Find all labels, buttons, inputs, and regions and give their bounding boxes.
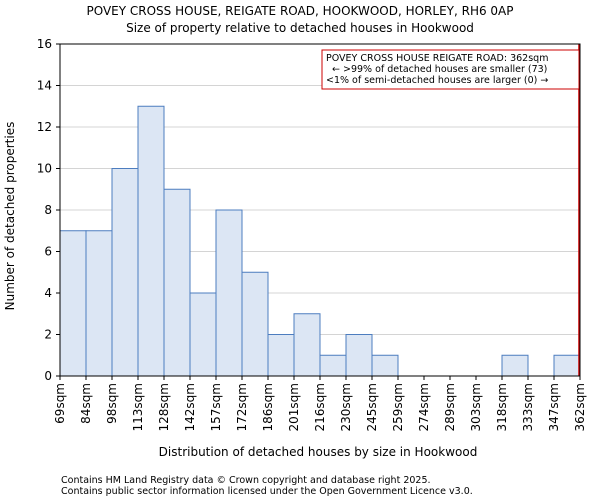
x-tick-label: 157sqm bbox=[209, 383, 223, 431]
x-tick-label: 303sqm bbox=[469, 383, 483, 431]
y-tick-label: 16 bbox=[37, 37, 52, 51]
x-tick-label: 142sqm bbox=[183, 383, 197, 431]
bar bbox=[85, 230, 113, 377]
footer-line2: Contains public sector information licen… bbox=[61, 486, 473, 497]
x-tick-label: 216sqm bbox=[313, 383, 327, 431]
x-tick-label: 128sqm bbox=[157, 383, 171, 431]
chart-title-line1: POVEY CROSS HOUSE, REIGATE ROAD, HOOKWOO… bbox=[86, 4, 513, 18]
y-tick-label: 14 bbox=[37, 79, 52, 93]
x-tick-label: 347sqm bbox=[547, 383, 561, 431]
bar bbox=[345, 334, 373, 377]
footer-line1: Contains HM Land Registry data © Crown c… bbox=[61, 475, 431, 486]
plot-area-border bbox=[59, 43, 581, 377]
x-tick-label: 84sqm bbox=[79, 383, 93, 424]
x-tick-label: 245sqm bbox=[365, 383, 379, 431]
x-tick-label: 318sqm bbox=[495, 383, 509, 431]
bar bbox=[137, 105, 165, 377]
x-tick-label: 186sqm bbox=[261, 383, 275, 431]
bar bbox=[189, 292, 217, 377]
y-tick-label: 10 bbox=[37, 162, 52, 176]
bars bbox=[59, 105, 581, 377]
bar bbox=[267, 334, 295, 377]
bar bbox=[319, 354, 347, 377]
x-tick-label: 230sqm bbox=[339, 383, 353, 431]
y-tick-label: 2 bbox=[44, 328, 52, 342]
chart-title-line2: Size of property relative to detached ho… bbox=[126, 21, 474, 35]
bar bbox=[215, 209, 243, 377]
bar bbox=[241, 271, 269, 377]
bar bbox=[371, 354, 399, 377]
x-axis-label: Distribution of detached houses by size … bbox=[159, 445, 478, 459]
y-tick-label: 8 bbox=[44, 203, 52, 217]
y-tick-label: 0 bbox=[44, 369, 52, 383]
annotation-box: POVEY CROSS HOUSE REIGATE ROAD: 362sqm ←… bbox=[321, 49, 580, 90]
x-tick-label: 113sqm bbox=[131, 383, 145, 431]
x-tick-label: 289sqm bbox=[443, 383, 457, 431]
annotation-line2: ← >99% of detached houses are smaller (7… bbox=[332, 64, 547, 75]
annotation-line3: <1% of semi-detached houses are larger (… bbox=[326, 75, 548, 86]
y-tick-label: 12 bbox=[37, 120, 52, 134]
y-axis-label: Number of detached properties bbox=[3, 122, 17, 311]
x-tick-label: 172sqm bbox=[235, 383, 249, 431]
annotation-line1: POVEY CROSS HOUSE REIGATE ROAD: 362sqm bbox=[326, 53, 548, 64]
x-axis-ticks: 69sqm 84sqm 98sqm 113sqm 128sqm 142sqm 157sqm 1… bbox=[53, 376, 587, 431]
bar bbox=[501, 354, 529, 377]
x-tick-label: 98sqm bbox=[105, 383, 119, 424]
bar bbox=[111, 168, 139, 377]
bar bbox=[293, 313, 321, 377]
y-tick-label: 4 bbox=[44, 286, 52, 300]
annotation-border bbox=[321, 49, 580, 90]
x-tick-label: 333sqm bbox=[521, 383, 535, 431]
x-tick-label: 362sqm bbox=[573, 383, 587, 431]
x-tick-label: 274sqm bbox=[417, 383, 431, 431]
x-tick-label: 69sqm bbox=[53, 383, 67, 424]
bar bbox=[163, 188, 191, 377]
x-tick-label: 201sqm bbox=[287, 383, 301, 431]
y-tick-label: 6 bbox=[44, 245, 52, 259]
bar bbox=[553, 354, 581, 377]
x-tick-label: 259sqm bbox=[391, 383, 405, 431]
bar bbox=[59, 230, 87, 377]
y-axis-ticks: 0 2 4 6 8 10 12 14 16 bbox=[37, 37, 60, 383]
